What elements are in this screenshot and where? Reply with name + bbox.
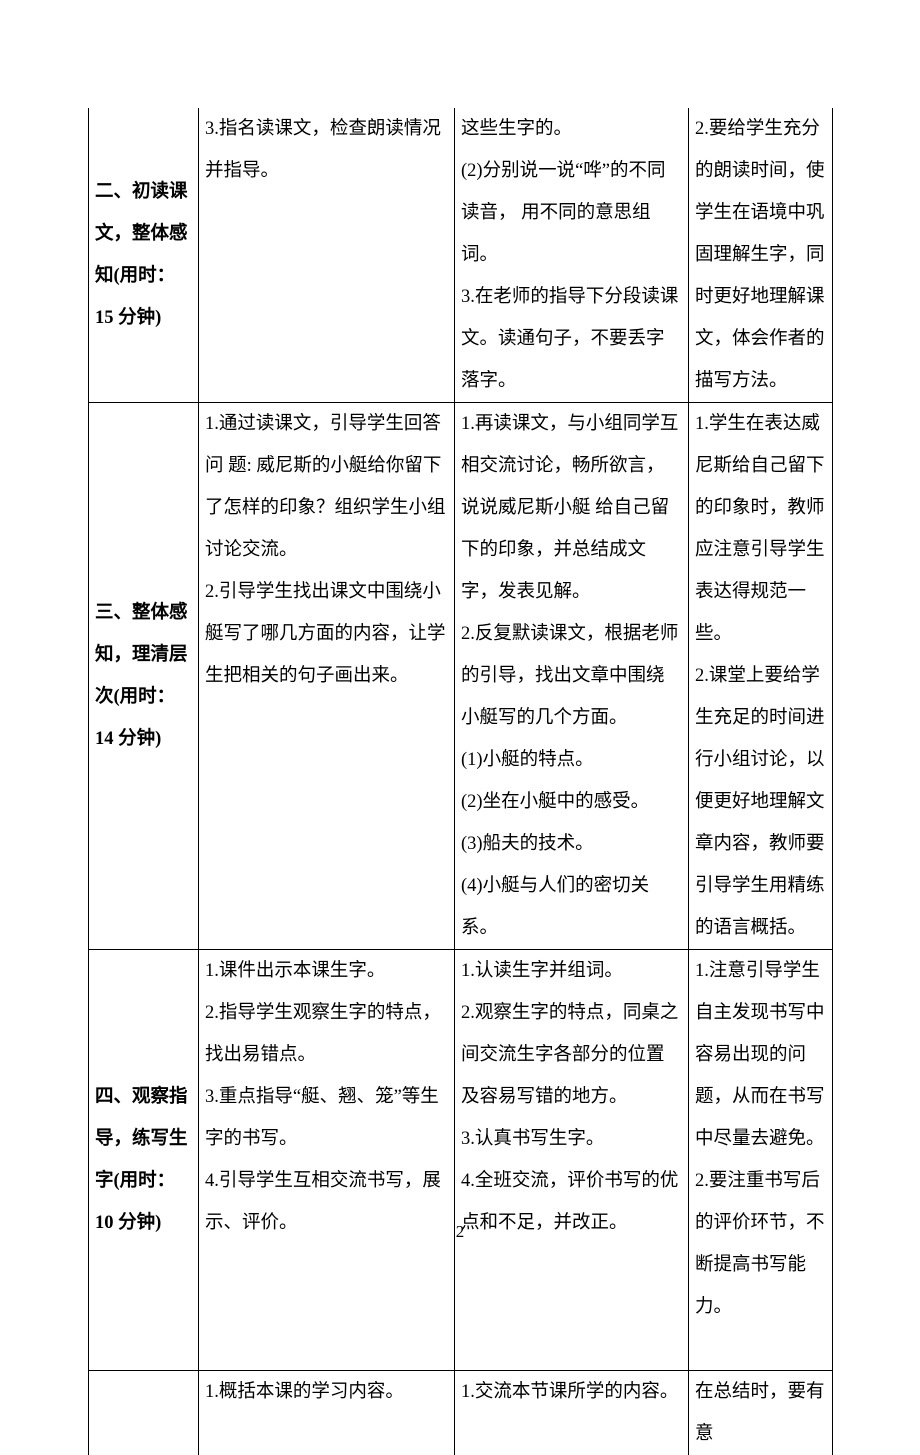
teacher-activity-cell: 1.概括本课的学习内容。 — [199, 1371, 455, 1455]
table-row: 四、观察指导，练写生字(用时：10 分钟) 1.课件出示本课生字。2.指导学生观… — [89, 950, 833, 1371]
student-activity-cell: 1.交流本节课所学的内容。 — [455, 1371, 689, 1455]
student-activity-cell: 1.认读生字并组词。2.观察生字的特点，同桌之间交流生字各部分的位置及容易写错的… — [455, 950, 689, 1371]
page-number: 2 — [0, 1222, 920, 1242]
student-activity-cell: 这些生字的。(2)分别说一说“哗”的不同读音， 用不同的意思组词。3.在老师的指… — [455, 108, 689, 403]
notes-cell: 1.注意引导学生自主发现书写中容易出现的问题，从而在书写中尽量去避免。2.要注重… — [689, 950, 833, 1371]
section-heading: 二、初读课文，整体感知(用时：15 分钟) — [89, 108, 199, 403]
notes-cell: 1.学生在表达威尼斯给自己留下的印象时，教师应注意引导学生表达得规范一些。2.课… — [689, 403, 833, 950]
table-row: 二、初读课文，整体感知(用时：15 分钟) 3.指名读课文，检查朗读情况并指导。… — [89, 108, 833, 403]
teacher-activity-cell: 1.通过读课文，引导学生回答问 题: 威尼斯的小艇给你留下了怎样的印象？组织学生… — [199, 403, 455, 950]
section-heading: 四、观察指导，练写生字(用时：10 分钟) — [89, 950, 199, 1371]
section-heading: 三、整体感知，理清层次(用时：14 分钟) — [89, 403, 199, 950]
student-activity-cell: 1.再读课文，与小组同学互相交流讨论，畅所欲言，说说威尼斯小艇 给自己留下的印象… — [455, 403, 689, 950]
teacher-activity-cell: 3.指名读课文，检查朗读情况并指导。 — [199, 108, 455, 403]
notes-cell: 在总结时，要有意 — [689, 1371, 833, 1455]
table-row: 三、整体感知，理清层次(用时：14 分钟) 1.通过读课文，引导学生回答问 题:… — [89, 403, 833, 950]
section-heading — [89, 1371, 199, 1455]
table-row: 1.概括本课的学习内容。 1.交流本节课所学的内容。 在总结时，要有意 — [89, 1371, 833, 1455]
notes-cell: 2.要给学生充分的朗读时间，使学生在语境中巩固理解生字，同时更好地理解课文，体会… — [689, 108, 833, 403]
teacher-activity-cell: 1.课件出示本课生字。2.指导学生观察生字的特点，找出易错点。3.重点指导“艇、… — [199, 950, 455, 1371]
lesson-plan-table: 二、初读课文，整体感知(用时：15 分钟) 3.指名读课文，检查朗读情况并指导。… — [88, 108, 833, 1455]
